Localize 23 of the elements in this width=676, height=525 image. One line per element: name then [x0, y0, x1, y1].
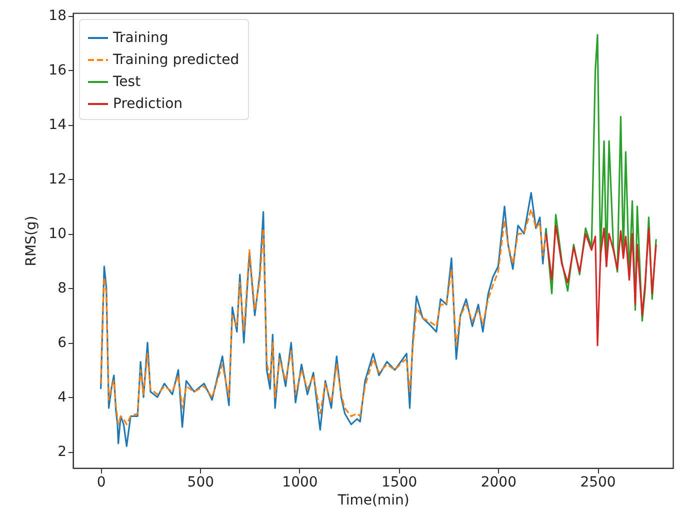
x-tick-label: 2000 [480, 474, 516, 490]
legend-label: Prediction [113, 96, 183, 112]
y-axis-title: RMS(g) [24, 216, 40, 266]
y-tick-label: 14 [48, 117, 67, 134]
x-tick-label: 500 [187, 474, 214, 490]
legend-label: Training [112, 30, 168, 46]
x-tick-label: 0 [96, 474, 106, 490]
x-tick-label: 1000 [282, 474, 318, 490]
x-tick-label: 2500 [580, 474, 616, 490]
x-tick-label: 1500 [382, 474, 418, 490]
y-tick-label: 2 [58, 444, 66, 460]
y-tick-label: 16 [48, 62, 67, 79]
y-tick-label: 4 [58, 390, 67, 406]
line-series [545, 224, 657, 346]
y-tick-label: 6 [58, 335, 67, 352]
line-series [545, 34, 657, 322]
legend-label: Training predicted [112, 52, 240, 68]
y-tick-label: 10 [48, 226, 66, 242]
legend-label: Test [112, 74, 142, 90]
x-axis-title: Time(min) [336, 492, 410, 508]
y-tick-label: 8 [58, 280, 66, 297]
y-tick-label: 18 [48, 8, 66, 24]
y-tick-label: 12 [48, 172, 66, 188]
